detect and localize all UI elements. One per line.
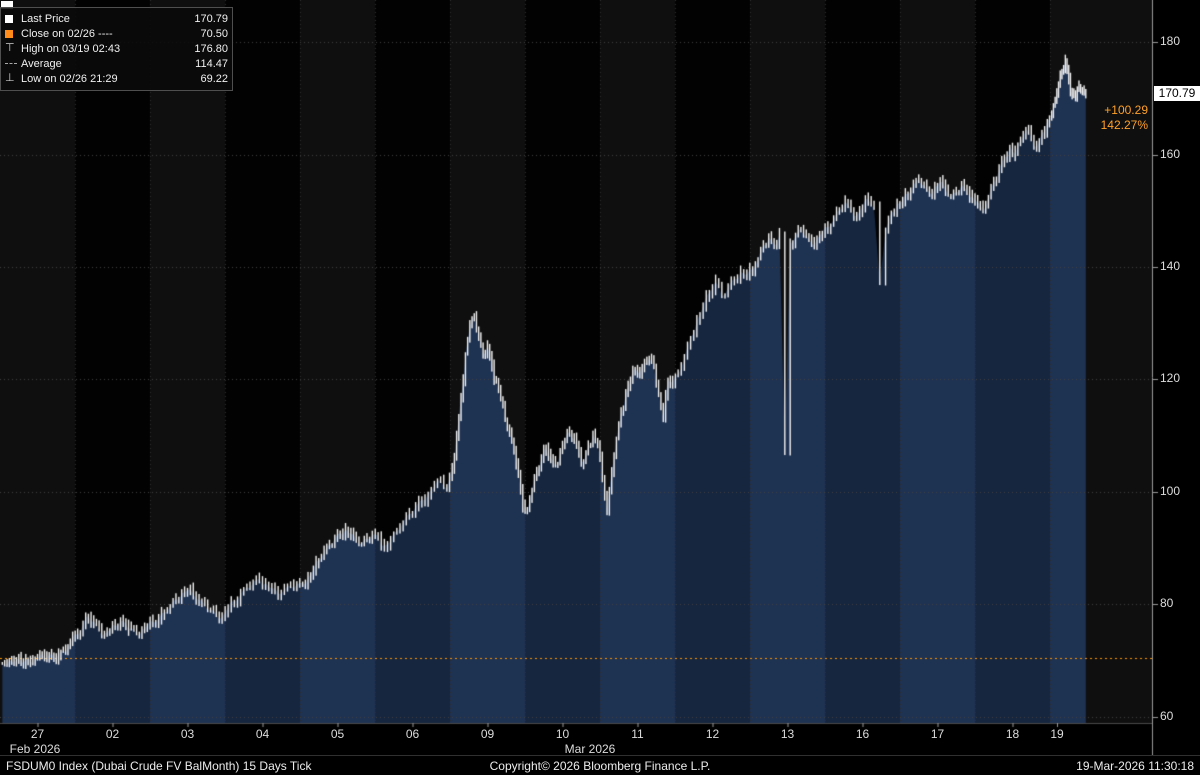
- status-bar: FSDUM0 Index (Dubai Crude FV BalMonth) 1…: [0, 755, 1200, 775]
- legend-label: Low on 02/26 21:29: [21, 72, 118, 85]
- legend-value: 69.22: [200, 72, 228, 85]
- timestamp: 19-Mar-2026 11:30:18: [1076, 758, 1195, 773]
- corner-handle-icon: [1, 1, 13, 9]
- high-marker-icon: ⊤: [5, 42, 15, 54]
- legend-item-high[interactable]: ⊤ High on 03/19 02:43 176.80: [5, 41, 228, 56]
- low-marker-icon: ⊥: [5, 72, 15, 84]
- legend-label: High on 03/19 02:43: [21, 42, 121, 55]
- chart-legend: Last Price 170.79 Close on 02/26 ---- 70…: [0, 7, 233, 91]
- legend-item-low[interactable]: ⊥ Low on 02/26 21:29 69.22: [5, 71, 228, 86]
- legend-value: 170.79: [194, 12, 228, 25]
- security-description: FSDUM0 Index (Dubai Crude FV BalMonth) 1…: [6, 758, 312, 773]
- change-pct-value: 142.27%: [1100, 117, 1148, 132]
- price-chart-canvas[interactable]: [0, 0, 1200, 755]
- change-abs-value: +100.29: [1104, 102, 1148, 117]
- last-price-axis-label: 170.79: [1154, 85, 1200, 101]
- legend-label: Close on 02/26 ----: [21, 27, 113, 40]
- legend-label: Average: [21, 57, 62, 70]
- legend-item-last-price[interactable]: Last Price 170.79: [5, 11, 228, 26]
- legend-item-average[interactable]: Average 114.47: [5, 56, 228, 71]
- legend-value: 70.50: [200, 27, 228, 40]
- legend-value: 114.47: [195, 57, 228, 70]
- change-annotation: +100.29 142.27%: [1101, 103, 1148, 133]
- legend-label: Last Price: [21, 12, 70, 25]
- last-price-marker-icon: [5, 14, 13, 23]
- average-marker-icon: [5, 63, 17, 64]
- close-marker-icon: [5, 29, 13, 38]
- copyright-text: Copyright© 2026 Bloomberg Finance L.P.: [489, 758, 711, 773]
- legend-item-close[interactable]: Close on 02/26 ---- 70.50: [5, 26, 228, 41]
- legend-value: 176.80: [194, 42, 228, 55]
